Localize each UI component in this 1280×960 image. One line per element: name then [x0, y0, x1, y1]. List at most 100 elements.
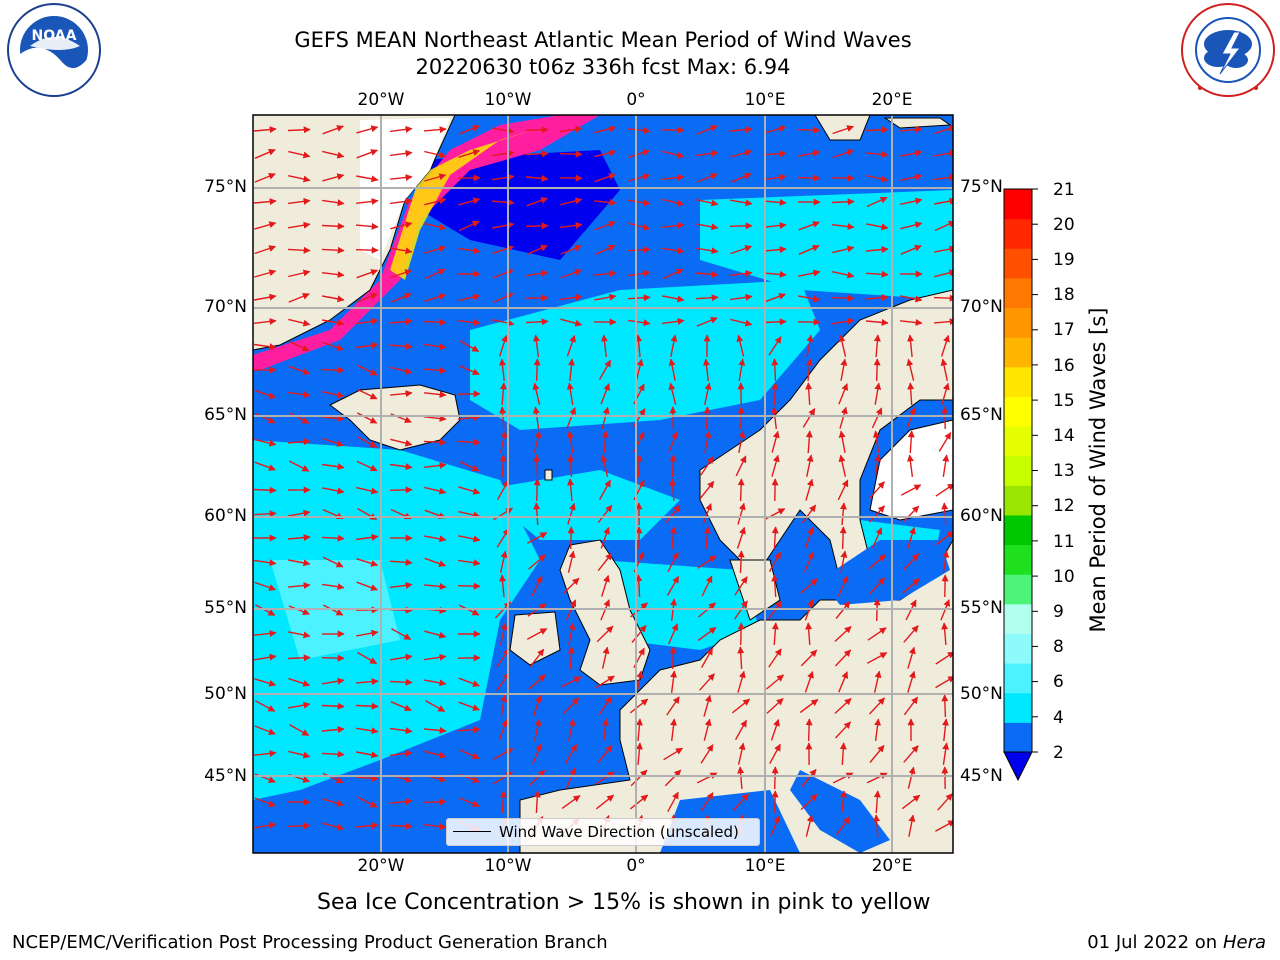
wind-wave-arrow: [492, 221, 515, 229]
footer-date-text: 01 Jul 2022 on: [1087, 932, 1223, 953]
wind-wave-arrow: [835, 816, 851, 836]
wind-wave-arrow: [771, 526, 779, 550]
wind-wave-arrow: [771, 766, 779, 790]
wind-wave-arrow: [800, 649, 818, 667]
colorbar-segment: [1004, 189, 1032, 220]
lat-label-left: 65°N: [204, 405, 247, 425]
wind-wave-arrow: [491, 198, 515, 206]
wind-wave-arrow: [562, 577, 580, 595]
wind-wave-arrow: [907, 766, 916, 789]
wind-wave-arrow: [532, 694, 542, 717]
wind-wave-arrow: [665, 504, 681, 523]
wind-wave-arrow: [458, 365, 480, 376]
wind-wave-arrow: [287, 534, 311, 542]
wind-wave-arrow: [355, 246, 379, 254]
wind-wave-arrow: [668, 431, 678, 453]
wind-wave-arrow: [254, 221, 277, 230]
wind-wave-arrow: [934, 125, 953, 135]
ocean-mid-period-region: [470, 280, 820, 430]
wind-wave-arrow: [457, 247, 481, 255]
wind-wave-arrow: [696, 199, 719, 207]
wind-wave-arrow: [630, 769, 648, 787]
wind-wave-arrow: [390, 269, 413, 279]
wind-wave-arrow: [533, 502, 541, 526]
wind-wave-arrow: [874, 718, 882, 741]
wind-wave-arrow: [941, 622, 949, 646]
wind-wave-arrow: [907, 382, 915, 406]
wind-wave-arrow: [254, 630, 277, 637]
wind-wave-arrow: [321, 726, 345, 734]
colorbar-tick: 17: [1053, 320, 1075, 340]
wind-wave-arrow: [288, 175, 311, 183]
wind-wave-arrow: [735, 455, 747, 477]
wind-wave-arrow: [458, 748, 480, 760]
wind-wave-arrow: [797, 126, 821, 134]
noaa-logo-text: NOAA: [32, 28, 77, 44]
wind-wave-arrow: [636, 670, 644, 693]
wind-wave-arrow: [839, 406, 848, 429]
lat-label-right: 45°N: [960, 766, 1003, 786]
wind-wave-arrow: [730, 172, 752, 183]
wind-wave-arrow: [525, 222, 549, 230]
wind-wave-arrow: [669, 646, 677, 670]
wind-wave-arrow: [832, 271, 855, 279]
wind-wave-arrow: [356, 558, 379, 567]
wind-wave-arrow: [532, 382, 541, 405]
wind-wave-arrow: [499, 406, 507, 430]
wind-wave-arrow: [729, 293, 753, 301]
wind-wave-arrow: [424, 197, 447, 206]
colorbar-tick: 14: [1053, 426, 1075, 446]
wind-wave-arrow: [287, 221, 311, 229]
wind-wave-arrow: [866, 652, 888, 664]
wind-wave-arrow: [322, 556, 344, 568]
colorbar-segment: [1004, 455, 1032, 486]
wind-wave-arrow: [838, 671, 849, 693]
wind-wave-arrow: [730, 245, 753, 255]
lon-label-top: 20°W: [357, 90, 405, 110]
wind-wave-arrow: [560, 676, 582, 688]
wind-wave-arrow: [458, 510, 481, 519]
wind-wave-arrow: [533, 718, 542, 741]
wind-wave-arrow: [560, 318, 583, 327]
wind-wave-arrow: [839, 742, 847, 766]
wind-wave-arrow: [600, 383, 610, 405]
wind-wave-arrow: [458, 319, 481, 326]
wind-wave-arrow: [801, 504, 817, 524]
wind-wave-arrow: [662, 268, 684, 280]
wind-wave-arrow: [805, 814, 814, 837]
wind-wave-arrow: [670, 334, 678, 357]
wind-wave-arrow: [566, 382, 574, 406]
colorbar-tick: 11: [1053, 532, 1075, 552]
wind-wave-arrow: [322, 391, 345, 399]
ocean-mid-period-region: [253, 440, 540, 800]
map-area: [253, 115, 953, 853]
wind-wave-arrow: [771, 358, 779, 382]
wind-wave-arrow: [696, 173, 718, 183]
colorbar-segment: [1004, 337, 1032, 368]
wind-wave-arrow: [696, 772, 718, 784]
wind-wave-arrow: [902, 553, 920, 571]
wind-wave-arrow: [458, 293, 481, 302]
wind-wave-arrow: [771, 574, 779, 598]
wind-wave-arrow: [662, 150, 685, 159]
wind-wave-arrow: [491, 173, 515, 181]
wind-wave-arrow: [321, 750, 345, 758]
wind-wave-arrow: [321, 654, 345, 662]
colorbar-segment: [1004, 722, 1032, 753]
wind-wave-arrow: [871, 527, 883, 549]
wind-wave-arrow: [288, 509, 311, 517]
wind-wave-arrow: [531, 575, 543, 597]
lat-label-left: 75°N: [204, 177, 247, 197]
wind-wave-arrow: [837, 575, 849, 597]
graticule: [253, 115, 953, 853]
wind-wave-arrow: [355, 822, 379, 830]
wind-wave-arrow: [288, 269, 311, 278]
wind-wave-arrow: [865, 318, 889, 326]
wind-wave-arrow: [770, 718, 780, 741]
wind-wave-arrow: [288, 412, 310, 424]
wind-wave-arrow: [737, 766, 745, 790]
wind-wave-arrow: [699, 673, 715, 691]
wind-wave-arrow: [798, 269, 821, 277]
wind-wave-arrow: [601, 406, 610, 429]
wind-wave-arrow: [458, 797, 480, 807]
